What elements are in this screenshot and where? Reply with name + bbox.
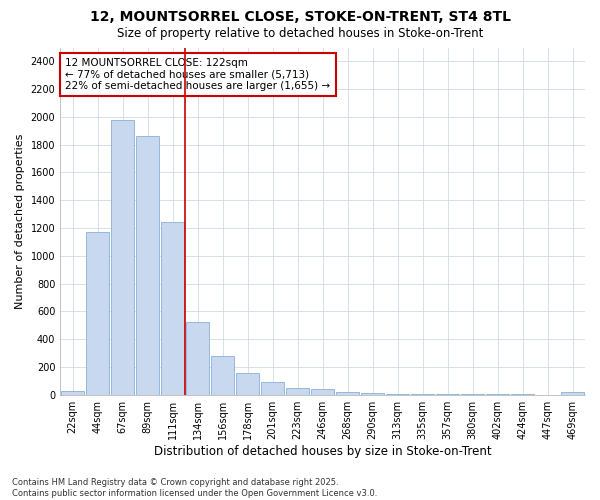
Bar <box>187 322 209 394</box>
Bar <box>561 392 584 394</box>
Bar <box>211 356 234 395</box>
Text: Contains HM Land Registry data © Crown copyright and database right 2025.
Contai: Contains HM Land Registry data © Crown c… <box>12 478 377 498</box>
Text: 12, MOUNTSORREL CLOSE, STOKE-ON-TRENT, ST4 8TL: 12, MOUNTSORREL CLOSE, STOKE-ON-TRENT, S… <box>89 10 511 24</box>
Bar <box>337 392 359 394</box>
Bar <box>286 388 309 394</box>
Bar <box>86 232 109 394</box>
Bar <box>262 382 284 394</box>
X-axis label: Distribution of detached houses by size in Stoke-on-Trent: Distribution of detached houses by size … <box>154 444 491 458</box>
Bar <box>61 391 84 394</box>
Bar <box>136 136 159 394</box>
Bar <box>361 393 384 394</box>
Text: Size of property relative to detached houses in Stoke-on-Trent: Size of property relative to detached ho… <box>117 28 483 40</box>
Bar <box>161 222 184 394</box>
Bar <box>236 373 259 394</box>
Bar <box>311 389 334 394</box>
Text: 12 MOUNTSORREL CLOSE: 122sqm
← 77% of detached houses are smaller (5,713)
22% of: 12 MOUNTSORREL CLOSE: 122sqm ← 77% of de… <box>65 58 331 91</box>
Bar <box>112 120 134 394</box>
Y-axis label: Number of detached properties: Number of detached properties <box>15 134 25 309</box>
